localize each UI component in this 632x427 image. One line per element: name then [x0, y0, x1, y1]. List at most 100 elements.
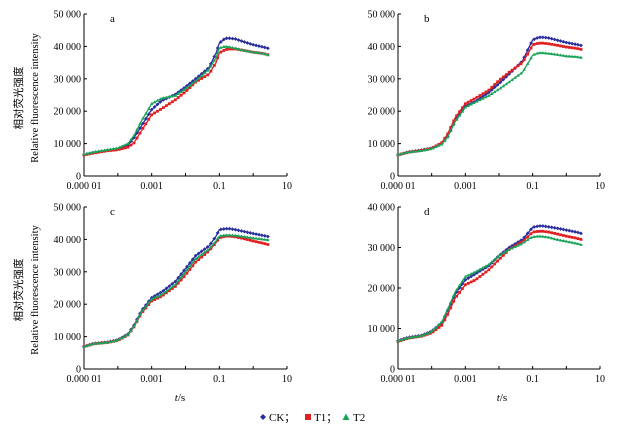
ylabel-cn-bottom: 相对荧光强度	[12, 258, 25, 321]
data-point	[199, 252, 204, 256]
data-point	[239, 234, 244, 238]
series-line-t1	[83, 235, 270, 348]
y-tick-label: 30 000	[54, 74, 82, 85]
data-point	[469, 280, 473, 284]
panel-c: 0 10 000 20 000 30 000 40 000 50 000 0.000 01 0…	[54, 203, 293, 386]
data-point	[501, 253, 505, 257]
data-point	[257, 240, 261, 244]
series-t1	[82, 234, 270, 349]
data-point	[452, 119, 456, 123]
data-point	[579, 231, 583, 236]
data-point	[199, 71, 204, 76]
data-point	[484, 264, 488, 268]
y-tick-label: 10 000	[54, 332, 82, 343]
data-point	[407, 150, 412, 154]
data-point	[123, 143, 127, 147]
data-point	[504, 73, 508, 77]
data-point	[248, 238, 252, 242]
data-point	[135, 318, 139, 322]
data-point	[193, 79, 198, 83]
data-point	[484, 95, 488, 99]
ylabel-group-bottom: 相对荧光强度 Relative fluorescence intensity	[12, 225, 41, 355]
data-point	[167, 287, 172, 291]
data-point	[158, 293, 163, 297]
data-point	[96, 341, 101, 345]
data-point	[185, 85, 189, 89]
data-point	[167, 95, 172, 98]
data-point	[202, 69, 207, 74]
data-point	[535, 234, 539, 238]
y-tick-label: 40 000	[54, 235, 82, 246]
data-point	[461, 106, 464, 110]
y-tick-label: 40 000	[368, 203, 396, 214]
data-point	[449, 306, 453, 310]
data-point	[108, 339, 113, 343]
square-marker-icon	[305, 414, 311, 420]
data-point	[454, 288, 459, 292]
data-point	[561, 39, 566, 44]
data-point	[454, 117, 459, 121]
data-point	[416, 334, 421, 338]
data-point	[96, 149, 101, 153]
data-point	[202, 250, 207, 254]
data-point	[251, 231, 256, 236]
data-point	[191, 260, 195, 264]
data-point	[487, 88, 491, 92]
data-point	[519, 71, 523, 75]
data-point	[538, 41, 542, 45]
data-point	[538, 51, 542, 55]
data-point	[230, 36, 235, 41]
x-tick-label: 0.001	[454, 181, 477, 192]
data-point	[547, 235, 551, 239]
data-point	[262, 233, 267, 238]
data-point	[123, 334, 127, 338]
data-point	[212, 243, 216, 247]
data-point	[219, 45, 223, 49]
data-point	[553, 232, 557, 235]
data-point	[555, 52, 560, 56]
data-point	[114, 148, 118, 152]
data-point	[538, 35, 542, 40]
data-point	[173, 279, 178, 284]
data-point	[191, 264, 195, 268]
data-point	[496, 80, 499, 84]
data-point	[111, 339, 116, 343]
data-point	[231, 47, 234, 51]
data-point	[147, 303, 151, 306]
data-point	[576, 55, 580, 59]
data-point	[129, 137, 133, 141]
data-point	[402, 337, 406, 341]
data-point	[543, 35, 548, 40]
data-point	[202, 247, 207, 252]
data-point	[475, 95, 479, 99]
y-tick-label: 30 000	[368, 74, 396, 85]
data-point	[138, 313, 142, 317]
data-point	[434, 325, 438, 329]
data-point	[576, 237, 580, 240]
data-point	[478, 267, 482, 271]
data-point	[237, 236, 240, 239]
data-point	[570, 235, 574, 239]
data-point	[556, 43, 560, 47]
data-point	[185, 268, 189, 272]
data-point	[225, 44, 229, 48]
data-point	[483, 92, 488, 97]
data-point	[478, 98, 482, 102]
data-point	[567, 240, 571, 244]
data-point	[239, 48, 244, 52]
data-point	[93, 149, 98, 153]
data-point	[519, 62, 523, 66]
x-tick-label: 0.000 01	[381, 181, 416, 192]
data-point	[544, 230, 548, 234]
data-point	[522, 240, 526, 244]
data-point	[428, 147, 432, 151]
data-point	[170, 281, 175, 286]
data-point	[478, 269, 482, 274]
data-point	[507, 80, 511, 84]
data-point	[472, 272, 476, 277]
data-point	[152, 100, 157, 104]
data-point	[240, 236, 243, 240]
data-point	[564, 228, 569, 232]
data-point	[251, 239, 255, 243]
